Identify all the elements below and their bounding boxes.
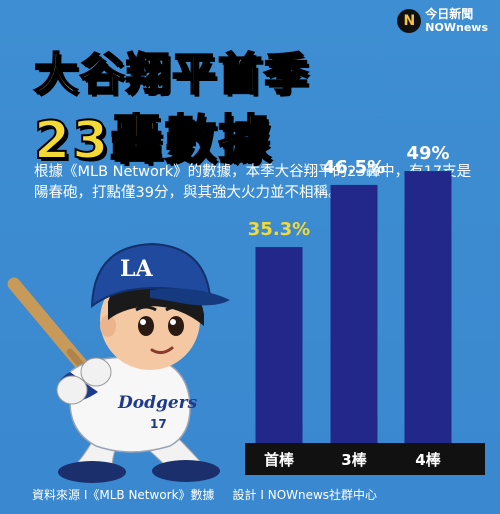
brand-name-zh: 今日新聞 <box>425 7 474 21</box>
bar-value-label: 35.3% <box>248 219 310 240</box>
bar-value-label: 46.5% <box>323 157 385 178</box>
design-credit: 設計 I NOWnews社群中心 <box>232 488 378 502</box>
cap-logo-text: LA <box>120 256 153 282</box>
brand-name-en: NOWnews <box>425 21 488 34</box>
headline-line1: 大谷翔平首季 <box>33 48 310 101</box>
bar <box>255 247 303 443</box>
category-label: 4棒 <box>415 451 441 469</box>
footer: 資料來源 I《MLB Network》數據 設計 I NOWnews社群中心 <box>32 486 377 503</box>
source-credit: 資料來源 I《MLB Network》數據 <box>32 488 215 502</box>
description-text: 根據《MLB Network》的數據，本季大谷翔平的23轟中，有17支是陽春砲，… <box>34 164 472 201</box>
jersey-number: 17 <box>150 417 167 431</box>
bar <box>404 171 452 444</box>
category-label: 3棒 <box>341 451 367 469</box>
x-axis-band <box>245 443 485 475</box>
brand-logo: N 今日新聞 NOWnews <box>397 8 488 34</box>
category-label: 首棒 <box>264 451 295 469</box>
baseball-cap-icon: LA <box>90 242 230 309</box>
jersey-logo-text: Dodgers <box>117 393 198 413</box>
bar <box>330 184 378 444</box>
bar-value-label: 49% <box>406 143 449 164</box>
baseball-player-illustration: Dodgers 17 LA <box>7 242 230 483</box>
headline-line2: 23轟數據 <box>33 110 273 172</box>
nownews-logo-icon: N <box>397 9 422 33</box>
